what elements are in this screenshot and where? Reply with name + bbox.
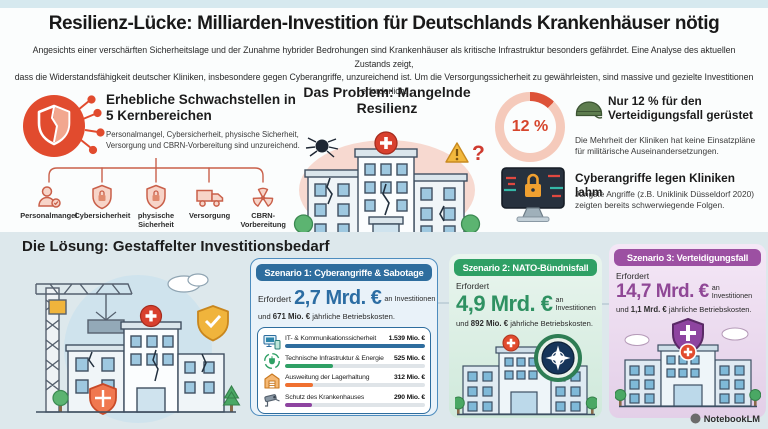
energy-plug-icon [263, 353, 281, 370]
weakness-item-cbrn: CBRN-Vorbereitung [236, 184, 290, 229]
radiation-icon [252, 187, 274, 207]
breakdown-row: IT- & Kommunikationssicherheit 1.539 Mio… [263, 332, 425, 352]
defense-readiness-section: 12 % Nur 12 % für den Verteidigungsfall … [492, 88, 764, 162]
question-mark: ? [472, 142, 485, 165]
donut-percent-label: 12 % [511, 118, 549, 135]
weaknesses-section: Erhebliche Schwachstellen in 5 Kernberei… [20, 88, 300, 229]
warehouse-icon [264, 373, 280, 389]
scenario-2-prefix: Erfordert [456, 281, 490, 291]
top-strip [0, 0, 768, 8]
notebooklm-logo-icon [690, 413, 701, 424]
scenario-1-breakdown: IT- & Kommunikationssicherheit 1.539 Mio… [257, 327, 431, 414]
nato-emblem-icon [533, 334, 582, 382]
scenario-1-operating-amount: 671 Mio. € [272, 312, 311, 321]
intro-text: Angesichts einer verschärften Sicherheit… [14, 44, 754, 99]
cyberattack-description: Jüngste Angriffe (z.B. Uniklinik Düsseld… [575, 189, 755, 211]
breakdown-row: Ausweitung der Lagerhaltung 312 Mio. € [263, 371, 425, 391]
scenario-1-amount-note: an Investitionen [384, 294, 436, 303]
weakness-items: Personalmangel Cybersicherheit physische… [20, 184, 290, 229]
shield-lock-icon [146, 184, 166, 210]
crane-icon [35, 283, 133, 413]
intro-line-1: Angesichts einer verschärften Sicherheit… [32, 45, 736, 69]
person-icon [38, 186, 61, 208]
defense-heading: Nur 12 % für den Verteidigungsfall gerüs… [608, 94, 753, 123]
scenario-1-card: Szenario 1: Cyberangriffe & Sabotage Erf… [250, 258, 438, 416]
gold-check-shield-icon [197, 305, 229, 342]
card-connector-line [602, 303, 609, 305]
warning-triangle-icon [445, 142, 469, 163]
breakdown-row: Technische Infrastruktur & Energie 525 M… [263, 352, 425, 372]
scenario-2-amount-note: an Investitionen [555, 295, 596, 312]
scenario-3-header: Szenario 3: Verteidigungsfall [614, 249, 761, 266]
brand-footer: NotebookLM [690, 413, 760, 424]
intro-line-2: dass die Widerstandsfähigkeit deutscher … [14, 72, 754, 96]
scenario-2-amount: 4,9 Mrd. € [456, 291, 553, 316]
tree-icon [52, 384, 241, 412]
tree-icon [293, 214, 481, 242]
malware-bug-icon [305, 137, 339, 158]
problem-section: Das Problem: Mangelnde Resilienz [286, 84, 488, 251]
shield-lock-icon [92, 184, 113, 210]
weaknesses-description: Personalmangel, Cybersicherheit, physisc… [106, 130, 300, 150]
military-helmet-icon [575, 101, 603, 119]
page-title: Resilienz-Lücke: Milliarden-Investition … [48, 13, 720, 34]
scenario-2-operating-amount: 892 Mio. € [470, 319, 509, 328]
scenario-1-header: Szenario 1: Cyberangriffe & Sabotage [256, 264, 432, 281]
cyberattack-section: Cyberangriffe legen Kliniken lahm Jüngst… [492, 162, 764, 228]
damaged-hospital-illustration: ? [293, 131, 485, 243]
weakness-item-personalmangel: Personalmangel [20, 184, 77, 229]
hospital-construction-illustration [35, 273, 241, 423]
weakness-item-cybersicherheit: Cybersicherheit [74, 184, 130, 229]
branch-connector-lines [48, 158, 264, 183]
hacked-monitor-lock-icon [501, 167, 565, 222]
security-camera-icon [264, 394, 280, 407]
scenario-2-header: Szenario 2: NATO-Bündnisfall [454, 259, 597, 276]
breakdown-row: Schutz des Krankenhauses 290 Mio. € [263, 391, 425, 411]
it-communication-icon [263, 334, 281, 350]
scenario-1-amount: 2,7 Mrd. € [294, 287, 382, 309]
scenario-2-card: Szenario 2: NATO-Bündnisfall Erfordert 4… [449, 254, 602, 418]
defense-donut: 12 % [495, 92, 565, 162]
cloud-icon [167, 273, 209, 293]
orange-shield-icon [89, 383, 117, 415]
card-connector-line [438, 302, 449, 304]
brand-name: NotebookLM [703, 413, 760, 424]
nato-hospital-illustration [454, 334, 597, 416]
scenario-1-prefix: Erfordert [258, 293, 292, 304]
problem-heading: Das Problem: Mangelnde Resilienz [303, 84, 471, 116]
tree-icon [614, 389, 761, 407]
cyberattack-heading: Cyberangriffe legen Kliniken lahm [575, 171, 735, 200]
scenario-3-amount: 14,7 Mrd. € [616, 281, 709, 302]
solution-heading: Die Lösung: Gestaffelter Investitionsbed… [22, 238, 330, 255]
tree-icon [454, 396, 597, 415]
scenario-3-card: Szenario 3: Verteidigungsfall Erfordert … [609, 244, 766, 418]
weakness-item-versorgung: Versorgung [183, 184, 237, 229]
scenario-3-amount-note: an Investitionen [711, 283, 753, 300]
scenario-3-operating-amount: 1,1 Mrd. € [630, 305, 667, 314]
weaknesses-heading: Erhebliche Schwachstellen in 5 Kernberei… [106, 92, 296, 124]
truck-icon [195, 189, 223, 207]
broken-shield-circuit-icon [23, 95, 105, 157]
weakness-item-physische-sicherheit: physische Sicherheit [129, 184, 183, 229]
cloud-icon [624, 327, 748, 346]
scenario-3-prefix: Erfordert [616, 271, 650, 281]
defense-description: Die Mehrheit der Kliniken hat keine Eins… [575, 135, 756, 157]
defended-hospital-illustration [614, 318, 761, 408]
